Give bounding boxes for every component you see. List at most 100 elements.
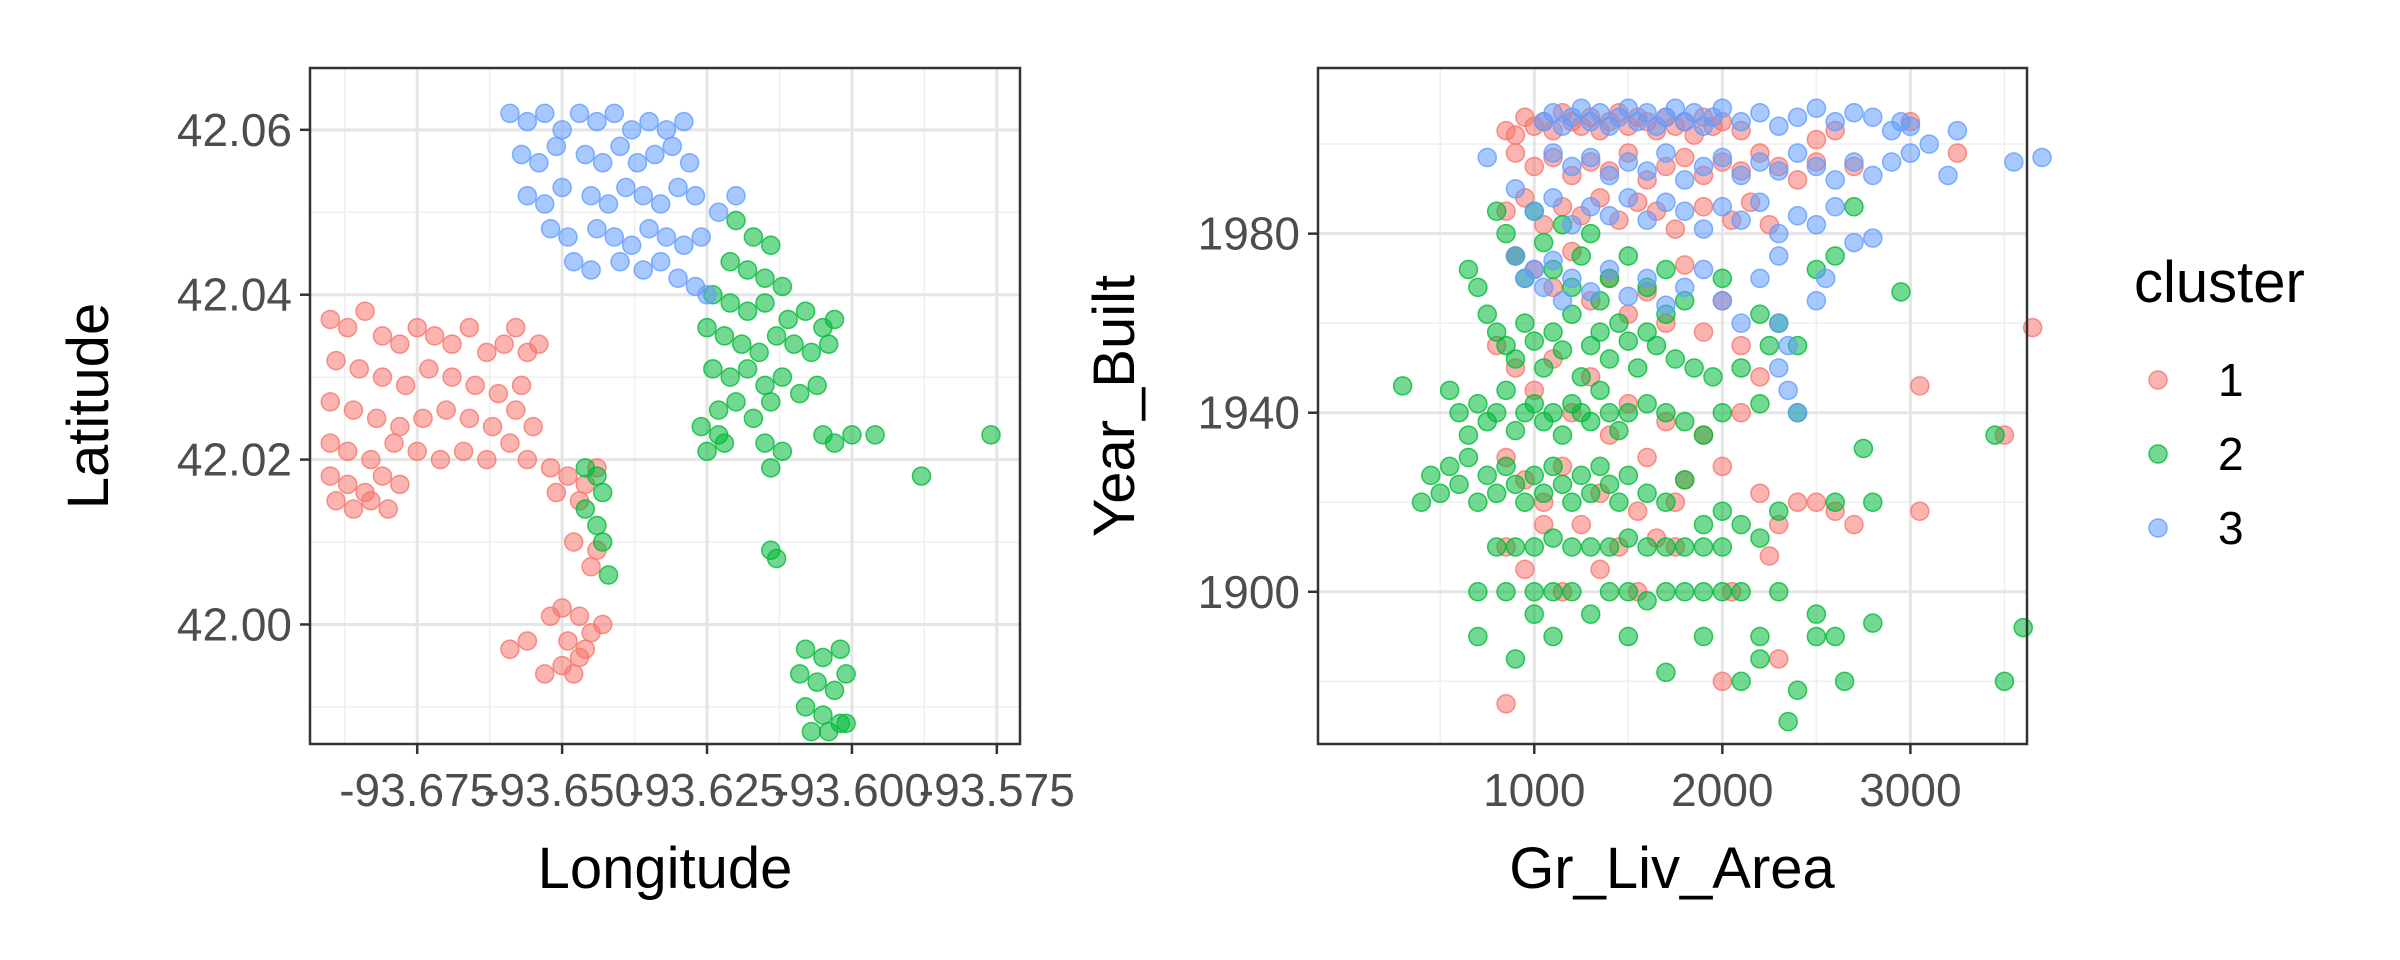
data-point [337,317,358,338]
data-point [1769,501,1789,521]
data-point [755,293,775,313]
data-point [824,680,845,701]
data-point [1430,483,1450,504]
data-point [1411,492,1432,513]
data-point [413,408,433,429]
data-point [1947,120,1968,141]
data-point [1712,197,1733,217]
data-point [824,309,845,330]
data-point [714,433,735,453]
data-point [1750,304,1770,324]
data-point [1806,604,1827,624]
data-point [349,359,370,379]
data-point [407,441,427,462]
data-point [1458,425,1479,445]
data-point [726,392,746,412]
data-point [1693,514,1714,535]
data-point [1637,447,1657,468]
data-point [1665,219,1686,239]
data-point [523,416,543,437]
data-point [1543,402,1563,423]
data-point [517,186,538,206]
data-point [1825,170,1845,190]
data-point [1524,394,1545,414]
data-point [1618,465,1639,486]
data-point [1787,107,1808,127]
data-point [558,466,578,486]
data-point [865,425,885,445]
data-point [772,441,793,462]
data-point [563,251,584,272]
data-point [1543,456,1563,477]
data-point [610,136,630,157]
data-point [720,367,740,387]
data-point [1524,259,1545,280]
data-point [1665,349,1686,369]
data-point [1703,367,1723,387]
data-point [911,466,932,486]
data-point [459,408,480,429]
data-point [627,153,648,173]
data-point [1618,152,1639,172]
data-point [1486,483,1507,504]
data-point [1759,546,1780,566]
data-point [1609,420,1629,441]
data-point [534,194,555,214]
data-point [1787,402,1808,423]
data-point [592,153,613,173]
data-point [795,301,816,321]
data-point [1580,483,1601,504]
data-point [511,375,532,396]
data-point [801,342,822,363]
data-point [1994,671,2015,692]
data-point [529,153,549,173]
panel-location: -93.675-93.650-93.625-93.600-93.575 42.00… [56,66,1075,901]
data-point [1562,582,1582,602]
data-point [1477,465,1498,486]
y-axis-title: Latitude [56,303,121,509]
data-point [1891,282,1911,302]
data-point [1900,116,1921,136]
y-axis-title: Year_Built [1082,275,1147,537]
data-point [604,227,625,247]
data-point [1618,98,1639,119]
data-point [1505,246,1526,266]
data-point [587,111,607,132]
data-point [361,491,381,511]
data-point [390,474,410,495]
data-point [558,631,578,651]
data-point [1806,98,1827,119]
data-point [517,111,538,132]
data-point [488,383,509,404]
data-point [1533,277,1554,298]
data-point [778,309,798,330]
data-point [534,103,555,124]
data-point [506,317,526,338]
data-point [511,144,532,165]
data-point [540,458,561,478]
data-point [1562,537,1582,557]
data-point [1910,501,1930,521]
data-point [1731,358,1751,378]
y-tick-label: 42.02 [177,434,292,486]
data-point [668,177,688,198]
y-tick-label: 42.06 [177,104,292,156]
data-point [390,416,410,437]
data-point [714,326,735,346]
data-point [1486,322,1507,342]
data-point [372,367,393,387]
x-axis-title: Gr_Liv_Area [1509,836,1835,901]
data-point [1449,474,1469,495]
data-point [581,557,601,577]
data-point [1533,232,1554,253]
data-point [540,606,561,626]
data-point [1769,649,1789,669]
data-point [1693,197,1714,217]
data-point [517,449,538,470]
data-point [1900,143,1921,163]
data-point [546,482,567,503]
x-tick-label: -93.600 [774,764,930,816]
data-point [842,425,862,445]
data-point [1609,492,1629,513]
data-point [749,342,769,363]
